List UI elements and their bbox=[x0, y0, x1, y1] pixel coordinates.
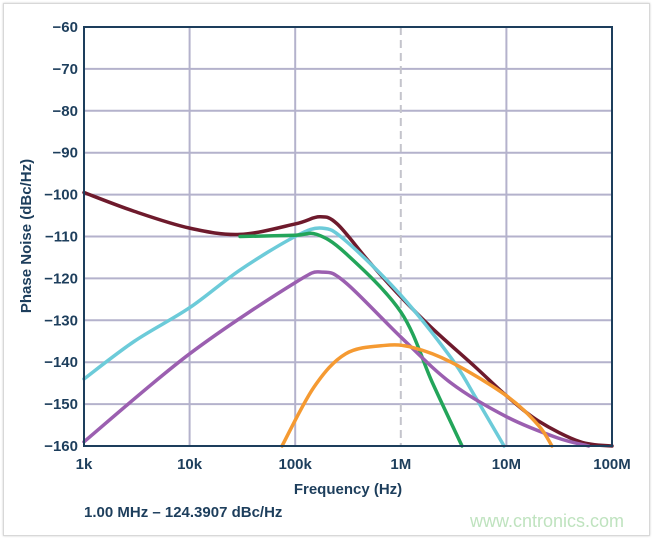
y-tick-label: −110 bbox=[45, 229, 78, 246]
x-tick-label: 10M bbox=[492, 456, 521, 473]
x-tick-label: 100k bbox=[279, 456, 313, 473]
x-tick-label: 10k bbox=[177, 456, 203, 473]
y-tick-label: −160 bbox=[44, 438, 78, 455]
x-tick-label: 1k bbox=[76, 456, 93, 473]
y-tick-label: −60 bbox=[53, 19, 78, 36]
y-axis-label: Phase Noise (dBc/Hz) bbox=[18, 159, 35, 313]
y-tick-label: −130 bbox=[44, 312, 78, 329]
y-tick-label: −80 bbox=[53, 103, 78, 120]
y-tick-label: −120 bbox=[44, 270, 78, 287]
series-group bbox=[82, 190, 614, 448]
chart-frame bbox=[3, 3, 650, 536]
tick-labels: −60 −70 −80 −90 −100 −110 −120 −130 −140 −150 −160… bbox=[44, 19, 631, 473]
cursor-readout: 1.00 MHz – 124.3907 dBc/Hz bbox=[84, 504, 283, 521]
y-tick-label: −140 bbox=[44, 354, 78, 371]
series-line-4 bbox=[280, 343, 554, 448]
x-tick-label: 1M bbox=[390, 456, 411, 473]
series-line-0 bbox=[82, 190, 614, 448]
x-tick-label: 100M bbox=[593, 456, 631, 473]
watermark: www.cntronics.com bbox=[470, 511, 625, 531]
y-tick-label: −150 bbox=[44, 396, 78, 413]
y-tick-label: −70 bbox=[53, 61, 78, 78]
y-tick-label: −90 bbox=[53, 145, 78, 162]
series-line-3 bbox=[82, 270, 591, 448]
plot-border bbox=[83, 26, 613, 447]
y-tick-label: −100 bbox=[44, 187, 78, 204]
x-axis-label: Frequency (Hz) bbox=[294, 481, 402, 498]
series-line-2 bbox=[238, 231, 464, 448]
